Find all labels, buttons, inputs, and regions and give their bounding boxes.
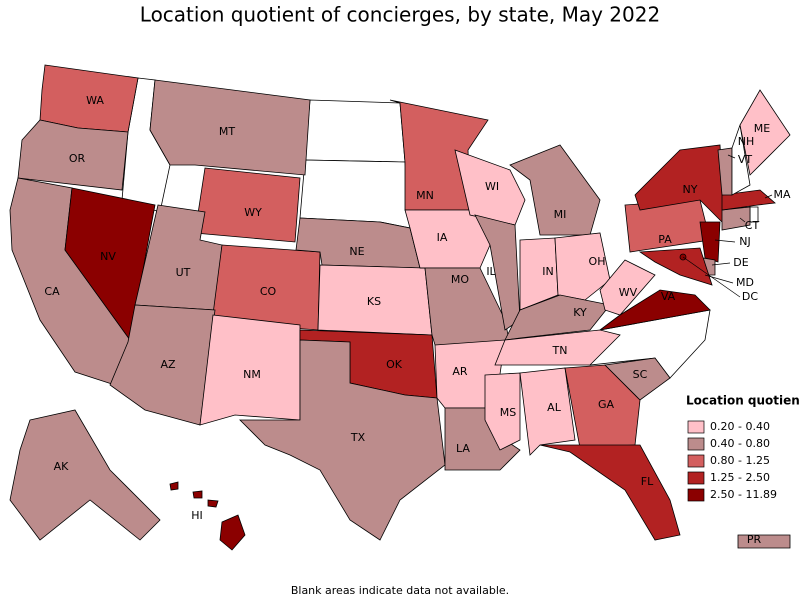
state-label: AL [547,401,562,414]
state-label: NE [349,245,364,258]
state-shape [604,357,671,401]
state-shape [299,159,411,229]
state-label: ME [754,122,770,135]
state-label: CA [44,285,60,298]
state-shape [737,534,791,549]
state-shape [149,79,311,176]
state-label: DC [742,290,758,303]
legend: Location quotient 0.20 - 0.40 0.40 - 0.80… [686,394,800,502]
state-shape [9,409,161,541]
state-label: MI [554,208,567,221]
state-label: AK [54,460,70,473]
legend-swatch [687,437,705,451]
state-label: TN [552,344,568,357]
state-label: OH [589,255,606,268]
state-label: MN [416,189,434,202]
legend-label: 2.50 - 11.89 [710,488,777,501]
state-label: NH [738,135,755,148]
state-shape [199,314,301,426]
legend-swatch [687,471,705,485]
state-shape [699,221,721,263]
state-shape [239,339,446,541]
state-labels: WA OR CA NV MT WY UT CO AZ NM NE KS OK TX MN IA MO AR LA WI… [44,94,791,546]
state-label: NV [100,250,116,263]
state-label: MS [500,406,516,419]
state-label: OK [386,358,403,371]
state-shape [564,364,641,449]
state-label: GA [598,398,615,411]
state-label: LA [456,442,470,455]
state-label: WY [244,206,262,219]
leader-lines [682,154,773,298]
state-shape [519,367,576,456]
state-shape [494,329,621,366]
legend-label: 1.25 - 2.50 [710,471,770,484]
state-label: NJ [739,235,750,248]
state-shape [509,144,601,236]
state-label: UT [176,266,191,279]
legend-swatch [687,454,705,468]
state-shape [599,259,656,316]
state-label: DE [733,256,748,269]
state-label: OR [69,152,86,165]
state-label: MT [219,125,235,138]
state-shape [484,372,521,451]
state-shape [304,99,406,163]
state-shape [219,514,246,551]
legend-swatch [687,488,705,502]
state-shape [17,119,129,191]
state-label: MA [773,188,790,201]
state-label: CO [260,285,277,298]
state-label: KS [367,295,381,308]
state-shape [599,289,711,331]
state-label: PR [747,533,762,546]
state-label: NM [243,368,261,381]
state-shape [638,247,713,286]
state-label: VA [661,290,676,303]
legend-swatch [687,420,705,434]
legend-title: Location quotient [686,394,800,408]
state-shape [739,89,791,176]
state-label: WI [485,180,499,193]
state-label: WA [86,94,104,107]
state-label: IL [486,265,496,278]
footnote: Blank areas indicate data not available. [291,584,509,597]
state-shape [109,304,216,426]
state-shape [731,124,751,196]
state-shape [554,232,611,301]
hawaii-islets [169,481,219,508]
state-label: AZ [160,358,176,371]
states [9,64,791,551]
legend-label: 0.20 - 0.40 [710,420,770,433]
legend-label: 0.80 - 1.25 [710,454,770,467]
state-label: IA [437,231,448,244]
legend-label: 0.40 - 0.80 [710,437,770,450]
state-label: FL [641,475,654,488]
state-shape [539,444,681,541]
state-label: HI [191,509,203,522]
state-label: KY [573,306,587,319]
state-label: WV [619,286,638,299]
map-title: Location quotient of concierges, by stat… [140,3,660,27]
state-label: CT [745,219,760,232]
state-label: VT [738,153,753,166]
state-label: SC [633,368,648,381]
state-label: TX [350,431,366,444]
state-shape [504,294,611,341]
state-label: AR [452,365,468,378]
state-shape [194,167,301,243]
state-shape [721,189,776,211]
state-label: NY [683,183,698,196]
state-label: IN [542,265,553,278]
state-label: PA [658,233,672,246]
state-label: MD [736,276,754,289]
state-label: MO [451,273,469,286]
state-shape [454,149,526,226]
state-shape [721,206,751,231]
